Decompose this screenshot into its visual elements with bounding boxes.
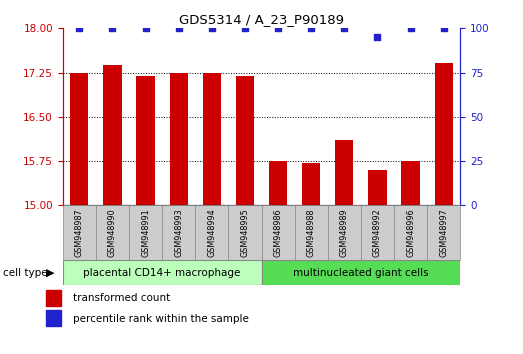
Bar	[368, 170, 386, 205]
Bar	[427, 205, 460, 260]
Bar	[402, 161, 419, 205]
Bar	[46, 310, 61, 326]
Bar	[104, 65, 121, 205]
Bar	[335, 141, 354, 205]
Text: placental CD14+ macrophage: placental CD14+ macrophage	[84, 268, 241, 278]
Bar	[294, 205, 328, 260]
Bar	[129, 205, 162, 260]
Point	[175, 25, 183, 31]
Text: percentile rank within the sample: percentile rank within the sample	[73, 314, 249, 324]
Bar	[96, 205, 129, 260]
Bar	[195, 205, 229, 260]
Text: GSM948991: GSM948991	[141, 208, 150, 257]
Bar	[262, 205, 294, 260]
Bar	[63, 260, 262, 285]
Bar	[262, 260, 460, 285]
Bar	[70, 73, 88, 205]
Point	[108, 25, 117, 31]
Text: GSM948993: GSM948993	[174, 208, 183, 257]
Text: GSM948996: GSM948996	[406, 208, 415, 257]
Text: GSM948997: GSM948997	[439, 208, 448, 257]
Text: GSM948989: GSM948989	[340, 208, 349, 257]
Point	[241, 25, 249, 31]
Text: transformed count: transformed count	[73, 293, 170, 303]
Point	[340, 25, 348, 31]
Text: GSM948994: GSM948994	[207, 208, 217, 257]
Bar	[169, 73, 188, 205]
Text: ▶: ▶	[46, 268, 54, 278]
Text: GSM948988: GSM948988	[306, 208, 316, 257]
Point	[208, 25, 216, 31]
Bar	[162, 205, 195, 260]
Bar	[269, 161, 287, 205]
Bar	[236, 75, 254, 205]
Bar	[229, 205, 262, 260]
Text: GSM948995: GSM948995	[241, 208, 249, 257]
Point	[75, 25, 84, 31]
Bar	[361, 205, 394, 260]
Bar	[435, 63, 453, 205]
Text: GSM948987: GSM948987	[75, 208, 84, 257]
Bar	[302, 163, 320, 205]
Bar	[328, 205, 361, 260]
Bar	[203, 73, 221, 205]
Text: multinucleated giant cells: multinucleated giant cells	[293, 268, 429, 278]
Point	[307, 25, 315, 31]
Point	[406, 25, 415, 31]
Text: GSM948986: GSM948986	[274, 208, 282, 257]
Text: GSM948990: GSM948990	[108, 208, 117, 257]
Point	[439, 25, 448, 31]
Text: GSM948992: GSM948992	[373, 208, 382, 257]
Bar	[46, 290, 61, 306]
Bar	[63, 205, 96, 260]
Point	[141, 25, 150, 31]
Title: GDS5314 / A_23_P90189: GDS5314 / A_23_P90189	[179, 13, 344, 26]
Text: cell type: cell type	[3, 268, 47, 278]
Bar	[137, 75, 155, 205]
Bar	[394, 205, 427, 260]
Point	[274, 25, 282, 31]
Point	[373, 34, 382, 40]
